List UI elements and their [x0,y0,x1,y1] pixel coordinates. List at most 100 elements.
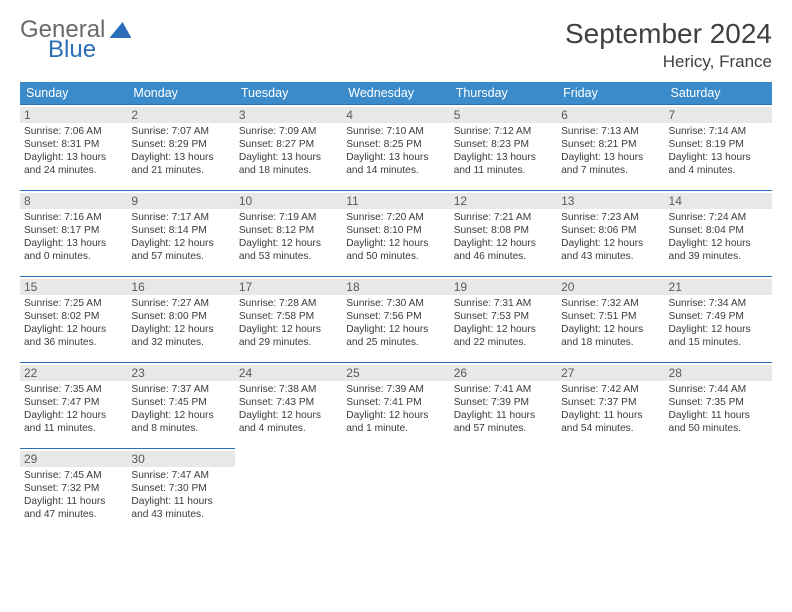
weekday-header: Saturday [665,82,772,104]
day-details: Sunrise: 7:21 AMSunset: 8:08 PMDaylight:… [454,211,553,263]
day-details: Sunrise: 7:09 AMSunset: 8:27 PMDaylight:… [239,125,338,177]
calendar-cell: 18 Sunrise: 7:30 AMSunset: 7:56 PMDayligh… [342,276,449,362]
day-details: Sunrise: 7:38 AMSunset: 7:43 PMDaylight:… [239,383,338,435]
weekday-header: Sunday [20,82,127,104]
calendar-cell: 10Sunrise: 7:19 AMSunset: 8:12 PMDayligh… [235,190,342,276]
day-details: Sunrise: 7:44 AMSunset: 7:35 PMDaylight:… [669,383,768,435]
day-number: 21 [665,279,772,295]
day-number: 10 [235,193,342,209]
calendar-cell: 12 Sunrise: 7:21 AMSunset: 8:08 PMDayligh… [450,190,557,276]
day-number: 4 [342,107,449,123]
calendar-cell: 1 Sunrise: 7:06 AMSunset: 8:31 PMDaylight… [20,104,127,190]
day-details: Sunrise: 7:32 AMSunset: 7:51 PMDaylight:… [561,297,660,349]
weekday-header: Thursday [450,82,557,104]
logo: General Blue [20,18,131,62]
day-number: 25 [342,365,449,381]
day-details: Sunrise: 7:39 AMSunset: 7:41 PMDaylight:… [346,383,445,435]
calendar-cell: 11 Sunrise: 7:20 AMSunset: 8:10 PMDayligh… [342,190,449,276]
calendar-cell: 28 Sunrise: 7:44 AMSunset: 7:35 PMDayligh… [665,362,772,448]
day-number: 22 [20,365,127,381]
calendar-cell: 29Sunrise: 7:45 AMSunset: 7:32 PMDayligh… [20,448,127,534]
calendar-table: SundayMondayTuesdayWednesdayThursdayFrid… [20,82,772,534]
calendar-cell: 25 Sunrise: 7:39 AMSunset: 7:41 PMDayligh… [342,362,449,448]
calendar-cell: 8 Sunrise: 7:16 AMSunset: 8:17 PMDaylight… [20,190,127,276]
calendar-cell: 24Sunrise: 7:38 AMSunset: 7:43 PMDayligh… [235,362,342,448]
day-number: 23 [127,365,234,381]
calendar-cell [665,448,772,534]
weekday-header: Friday [557,82,664,104]
calendar-cell: 16 Sunrise: 7:27 AMSunset: 8:00 PMDayligh… [127,276,234,362]
day-number: 6 [557,107,664,123]
calendar-cell: 6 Sunrise: 7:13 AMSunset: 8:21 PMDaylight… [557,104,664,190]
day-number: 14 [665,193,772,209]
location: Hericy, France [565,52,772,72]
day-number: 5 [450,107,557,123]
calendar-cell: 2 Sunrise: 7:07 AMSunset: 8:29 PMDaylight… [127,104,234,190]
day-details: Sunrise: 7:20 AMSunset: 8:10 PMDaylight:… [346,211,445,263]
day-number: 15 [20,279,127,295]
day-number: 19 [450,279,557,295]
day-details: Sunrise: 7:13 AMSunset: 8:21 PMDaylight:… [561,125,660,177]
day-details: Sunrise: 7:30 AMSunset: 7:56 PMDaylight:… [346,297,445,349]
calendar-cell: 5 Sunrise: 7:12 AMSunset: 8:23 PMDaylight… [450,104,557,190]
day-number: 2 [127,107,234,123]
day-details: Sunrise: 7:45 AMSunset: 7:32 PMDaylight:… [24,469,123,521]
day-details: Sunrise: 7:07 AMSunset: 8:29 PMDaylight:… [131,125,230,177]
weekday-header: Tuesday [235,82,342,104]
day-details: Sunrise: 7:27 AMSunset: 8:00 PMDaylight:… [131,297,230,349]
calendar-cell: 27 Sunrise: 7:42 AMSunset: 7:37 PMDayligh… [557,362,664,448]
page-title: September 2024 [565,18,772,50]
day-details: Sunrise: 7:25 AMSunset: 8:02 PMDaylight:… [24,297,123,349]
day-details: Sunrise: 7:17 AMSunset: 8:14 PMDaylight:… [131,211,230,263]
day-details: Sunrise: 7:23 AMSunset: 8:06 PMDaylight:… [561,211,660,263]
day-number: 16 [127,279,234,295]
weekday-header: Wednesday [342,82,449,104]
calendar-cell: 21Sunrise: 7:34 AMSunset: 7:49 PMDayligh… [665,276,772,362]
calendar-header-row: SundayMondayTuesdayWednesdayThursdayFrid… [20,82,772,104]
calendar-cell: 17Sunrise: 7:28 AMSunset: 7:58 PMDayligh… [235,276,342,362]
day-details: Sunrise: 7:31 AMSunset: 7:53 PMDaylight:… [454,297,553,349]
day-number: 12 [450,193,557,209]
day-number: 20 [557,279,664,295]
calendar-cell: 22 Sunrise: 7:35 AMSunset: 7:47 PMDayligh… [20,362,127,448]
calendar-cell [557,448,664,534]
day-number: 27 [557,365,664,381]
day-details: Sunrise: 7:42 AMSunset: 7:37 PMDaylight:… [561,383,660,435]
logo-triangle-icon [109,22,131,38]
day-details: Sunrise: 7:16 AMSunset: 8:17 PMDaylight:… [24,211,123,263]
calendar-cell [450,448,557,534]
calendar-cell: 14 Sunrise: 7:24 AMSunset: 8:04 PMDayligh… [665,190,772,276]
day-details: Sunrise: 7:35 AMSunset: 7:47 PMDaylight:… [24,383,123,435]
day-number: 7 [665,107,772,123]
calendar-cell: 23Sunrise: 7:37 AMSunset: 7:45 PMDayligh… [127,362,234,448]
day-details: Sunrise: 7:12 AMSunset: 8:23 PMDaylight:… [454,125,553,177]
calendar-cell: 30 Sunrise: 7:47 AMSunset: 7:30 PMDayligh… [127,448,234,534]
day-number: 1 [20,107,127,123]
day-number: 30 [127,451,234,467]
calendar-cell: 15 Sunrise: 7:25 AMSunset: 8:02 PMDayligh… [20,276,127,362]
day-details: Sunrise: 7:14 AMSunset: 8:19 PMDaylight:… [669,125,768,177]
weekday-header: Monday [127,82,234,104]
calendar-cell: 26 Sunrise: 7:41 AMSunset: 7:39 PMDayligh… [450,362,557,448]
day-number: 9 [127,193,234,209]
day-number: 26 [450,365,557,381]
day-number: 3 [235,107,342,123]
calendar-cell [235,448,342,534]
calendar-cell: 20 Sunrise: 7:32 AMSunset: 7:51 PMDayligh… [557,276,664,362]
calendar-cell: 4 Sunrise: 7:10 AMSunset: 8:25 PMDaylight… [342,104,449,190]
day-details: Sunrise: 7:10 AMSunset: 8:25 PMDaylight:… [346,125,445,177]
day-number: 13 [557,193,664,209]
calendar-cell [342,448,449,534]
day-details: Sunrise: 7:24 AMSunset: 8:04 PMDaylight:… [669,211,768,263]
logo-text-bottom: Blue [48,38,131,62]
title-block: September 2024 Hericy, France [565,18,772,72]
day-number: 28 [665,365,772,381]
day-details: Sunrise: 7:06 AMSunset: 8:31 PMDaylight:… [24,125,123,177]
calendar-cell: 19 Sunrise: 7:31 AMSunset: 7:53 PMDayligh… [450,276,557,362]
day-details: Sunrise: 7:47 AMSunset: 7:30 PMDaylight:… [131,469,230,521]
day-number: 8 [20,193,127,209]
day-number: 17 [235,279,342,295]
day-details: Sunrise: 7:41 AMSunset: 7:39 PMDaylight:… [454,383,553,435]
day-number: 11 [342,193,449,209]
day-number: 18 [342,279,449,295]
